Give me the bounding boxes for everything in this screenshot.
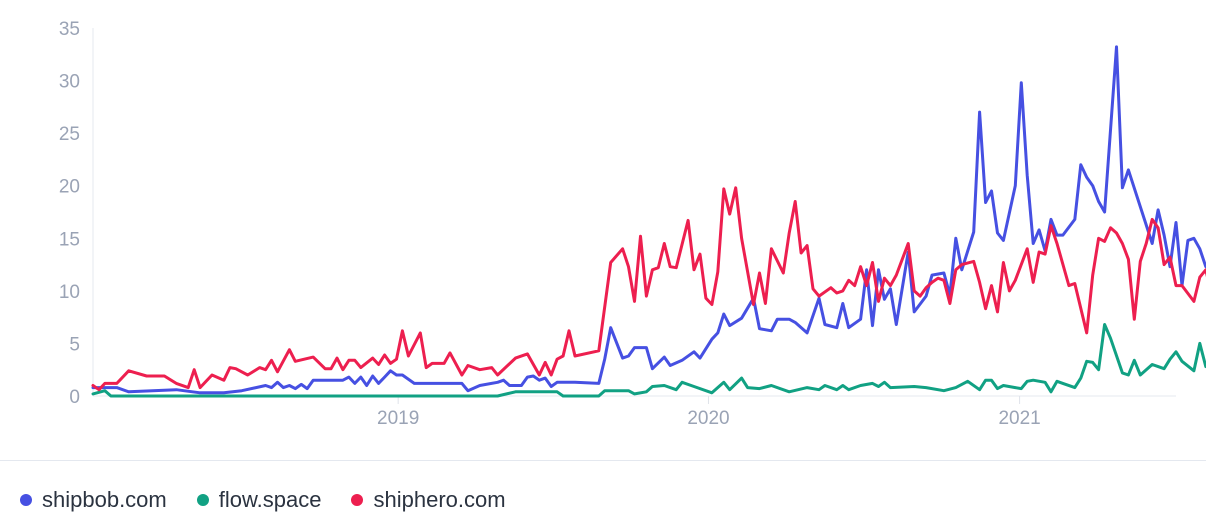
legend-item-shiphero[interactable]: shiphero.com <box>351 487 506 513</box>
x-axis-ticks: 2019 2020 2021 <box>377 396 1041 429</box>
legend-dot-flow-space <box>196 494 209 506</box>
y-axis-ticks: 0 5 10 15 20 25 30 35 <box>59 19 80 408</box>
legend-dot-shiphero <box>351 494 364 506</box>
legend-label-shipbob: shipbob.com <box>42 487 167 512</box>
chart-legend: shipbob.com flow.space shiphero.com <box>20 487 506 513</box>
legend-dot-shipbob <box>20 494 32 506</box>
series-line-flow-space <box>91 323 1206 398</box>
x-tick-label: 2021 <box>998 408 1040 429</box>
legend-item-flow-space[interactable]: flow.space <box>196 487 322 513</box>
series-lines <box>91 45 1206 398</box>
y-tick-label: 25 <box>59 124 80 145</box>
x-tick-label: 2020 <box>687 408 729 429</box>
y-tick-label: 5 <box>69 334 80 355</box>
legend-divider <box>0 460 1206 461</box>
y-tick-label: 15 <box>59 229 80 250</box>
legend-label-shiphero: shiphero.com <box>373 487 506 512</box>
y-tick-label: 0 <box>69 387 80 408</box>
y-tick-label: 10 <box>59 282 80 303</box>
legend-label-flow-space: flow.space <box>218 487 322 512</box>
series-line-shiphero-com <box>91 186 1206 392</box>
chart-axes <box>92 28 1176 397</box>
series-line-shipbob-com <box>91 45 1206 395</box>
x-tick-label: 2019 <box>377 408 419 429</box>
y-tick-label: 20 <box>59 177 80 198</box>
line-chart: 0 5 10 15 20 25 30 35 2019 2020 2021 <box>59 19 1206 429</box>
y-tick-label: 30 <box>59 72 80 93</box>
y-tick-label: 35 <box>59 19 80 40</box>
legend-item-shipbob[interactable]: shipbob.com <box>20 487 167 513</box>
